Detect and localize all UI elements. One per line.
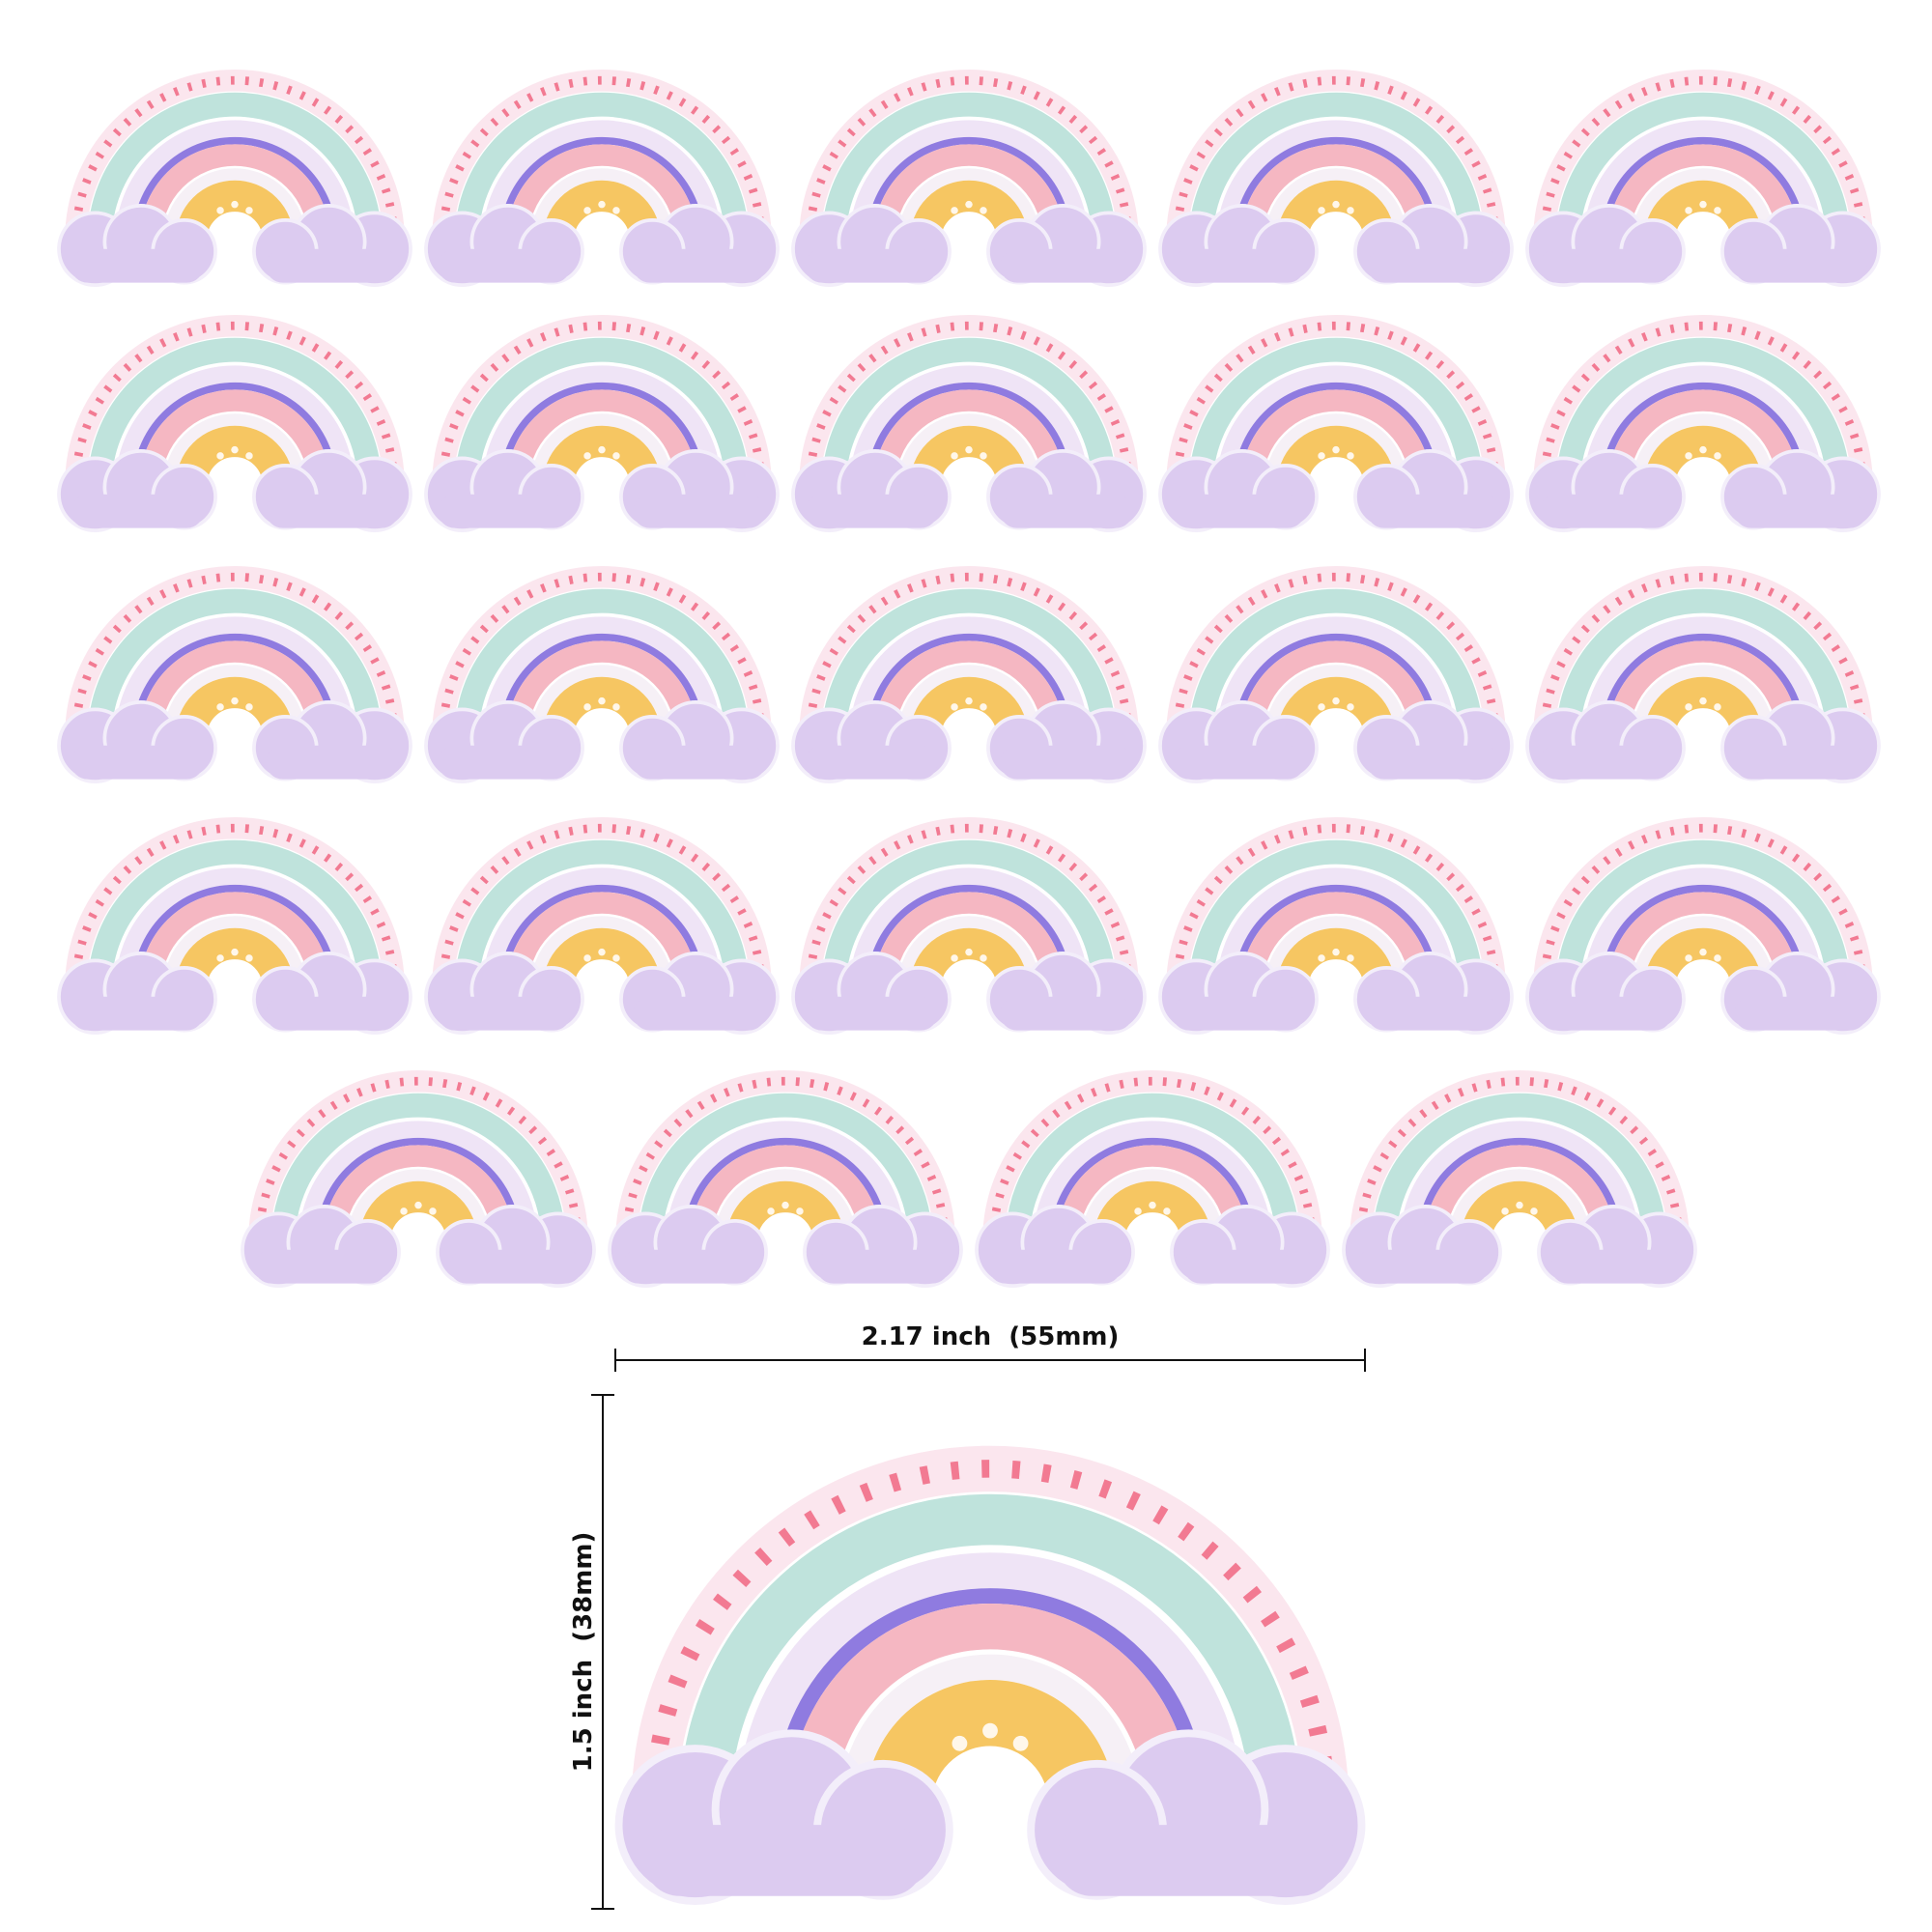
large-sticker bbox=[619, 1468, 1362, 1901]
width-dimension bbox=[614, 1349, 1366, 1372]
sticker bbox=[59, 828, 411, 1033]
sticker bbox=[1527, 326, 1879, 530]
height-dimension bbox=[591, 1394, 614, 1910]
sticker bbox=[1527, 577, 1879, 781]
sticker bbox=[793, 326, 1145, 530]
sticker bbox=[793, 80, 1145, 285]
sticker bbox=[977, 1081, 1328, 1286]
sticker bbox=[610, 1081, 961, 1286]
sticker bbox=[426, 828, 778, 1033]
sticker bbox=[1160, 577, 1512, 781]
sticker bbox=[426, 326, 778, 530]
sticker bbox=[793, 577, 1145, 781]
sticker bbox=[1344, 1081, 1695, 1286]
sticker bbox=[242, 1081, 594, 1286]
sticker bbox=[59, 326, 411, 530]
width-label: 2.17 inch (55mm) bbox=[862, 1322, 1120, 1351]
sticker bbox=[426, 577, 778, 781]
sticker bbox=[1160, 326, 1512, 530]
sticker-grid bbox=[59, 80, 1879, 1286]
sticker bbox=[1160, 80, 1512, 285]
sticker bbox=[59, 80, 411, 285]
sticker bbox=[59, 577, 411, 781]
sticker bbox=[1527, 80, 1879, 285]
sticker bbox=[426, 80, 778, 285]
sticker bbox=[1527, 828, 1879, 1033]
sticker bbox=[793, 828, 1145, 1033]
height-label: 1.5 inch (38mm) bbox=[569, 1532, 598, 1773]
sticker bbox=[1160, 828, 1512, 1033]
